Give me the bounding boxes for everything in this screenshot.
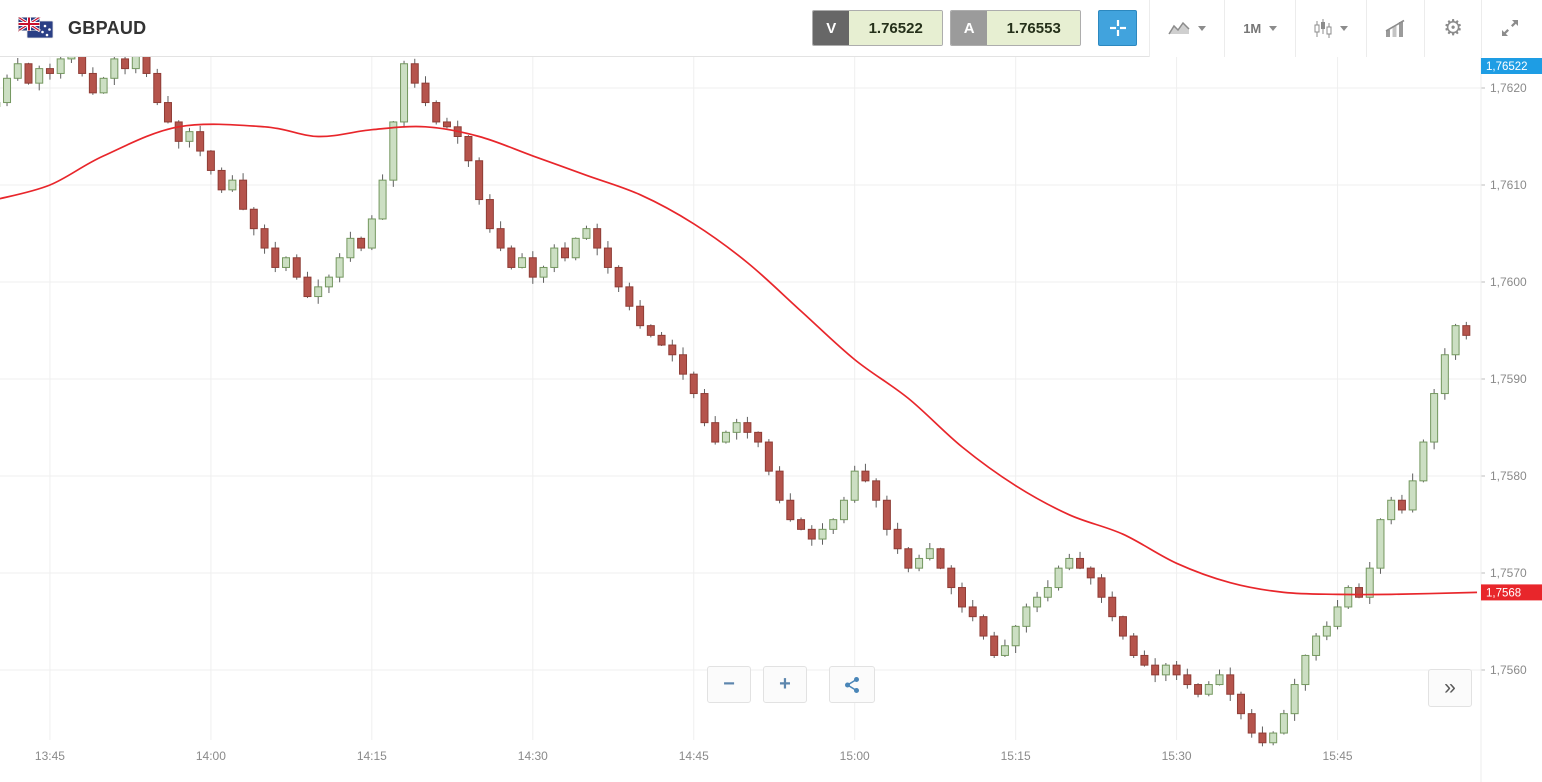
fullscreen-button[interactable] bbox=[1481, 0, 1542, 57]
svg-text:1,7570: 1,7570 bbox=[1490, 566, 1527, 580]
buy-quote-button[interactable]: A 1.76553 bbox=[950, 10, 1082, 46]
line-chart-icon bbox=[1168, 21, 1190, 35]
zoom-controls: − + bbox=[707, 666, 875, 703]
svg-text:15:45: 15:45 bbox=[1323, 749, 1353, 763]
sell-price: 1.76522 bbox=[849, 11, 943, 45]
chart-area: 1,7620 1,7610 1,7600 1,7590 1,7580 1,7570 1,75… bbox=[0, 57, 1542, 782]
buy-key-label: A bbox=[951, 11, 988, 45]
zoom-in-button[interactable]: + bbox=[763, 666, 807, 703]
price-chart[interactable]: 1,7620 1,7610 1,7600 1,7590 1,7580 1,7570 1,75… bbox=[0, 57, 1542, 782]
settings-button[interactable]: ⚙ bbox=[1424, 0, 1481, 57]
svg-text:15:00: 15:00 bbox=[840, 749, 870, 763]
svg-text:14:45: 14:45 bbox=[679, 749, 709, 763]
toolbar: GBPAUD V 1.76522 A 1.76553 1M bbox=[0, 0, 1542, 57]
chevron-down-icon bbox=[1198, 25, 1207, 31]
collapse-panel-button[interactable]: » bbox=[1428, 669, 1472, 707]
svg-text:14:00: 14:00 bbox=[196, 749, 226, 763]
svg-text:1,76522: 1,76522 bbox=[1486, 61, 1528, 73]
svg-text:13:45: 13:45 bbox=[35, 749, 65, 763]
expand-icon bbox=[1502, 20, 1518, 36]
candle-style-dropdown[interactable] bbox=[1295, 0, 1367, 57]
share-button[interactable] bbox=[829, 666, 875, 703]
indicators-button[interactable] bbox=[1366, 0, 1425, 57]
flag-icon bbox=[18, 17, 54, 39]
gear-icon: ⚙ bbox=[1443, 15, 1463, 40]
chevron-down-icon bbox=[1269, 25, 1278, 31]
candlestick-icon bbox=[1314, 18, 1332, 38]
share-icon bbox=[845, 676, 859, 693]
chevron-down-icon bbox=[1340, 25, 1349, 31]
sell-quote-button[interactable]: V 1.76522 bbox=[812, 10, 944, 46]
svg-text:1,7620: 1,7620 bbox=[1490, 81, 1527, 95]
svg-text:14:15: 14:15 bbox=[357, 749, 387, 763]
svg-text:14:30: 14:30 bbox=[518, 749, 548, 763]
buy-price: 1.76553 bbox=[987, 11, 1081, 45]
sell-key-label: V bbox=[813, 11, 850, 45]
indicators-icon bbox=[1385, 19, 1405, 37]
zoom-out-button[interactable]: − bbox=[707, 666, 751, 703]
svg-text:1,7560: 1,7560 bbox=[1490, 663, 1527, 677]
symbol-title: GBPAUD bbox=[68, 17, 147, 38]
svg-text:1,7580: 1,7580 bbox=[1490, 469, 1527, 483]
svg-text:1,7590: 1,7590 bbox=[1490, 372, 1527, 386]
svg-text:1,7610: 1,7610 bbox=[1490, 178, 1527, 192]
crosshair-button[interactable] bbox=[1098, 10, 1138, 46]
svg-text:1,7568: 1,7568 bbox=[1486, 587, 1521, 599]
crosshair-icon bbox=[1109, 20, 1126, 36]
chart-type-dropdown[interactable] bbox=[1149, 0, 1225, 57]
timeframe-dropdown[interactable]: 1M bbox=[1224, 0, 1296, 57]
svg-text:15:15: 15:15 bbox=[1001, 749, 1031, 763]
svg-text:15:30: 15:30 bbox=[1162, 749, 1192, 763]
svg-text:1,7600: 1,7600 bbox=[1490, 275, 1527, 289]
timeframe-label: 1M bbox=[1243, 20, 1262, 36]
